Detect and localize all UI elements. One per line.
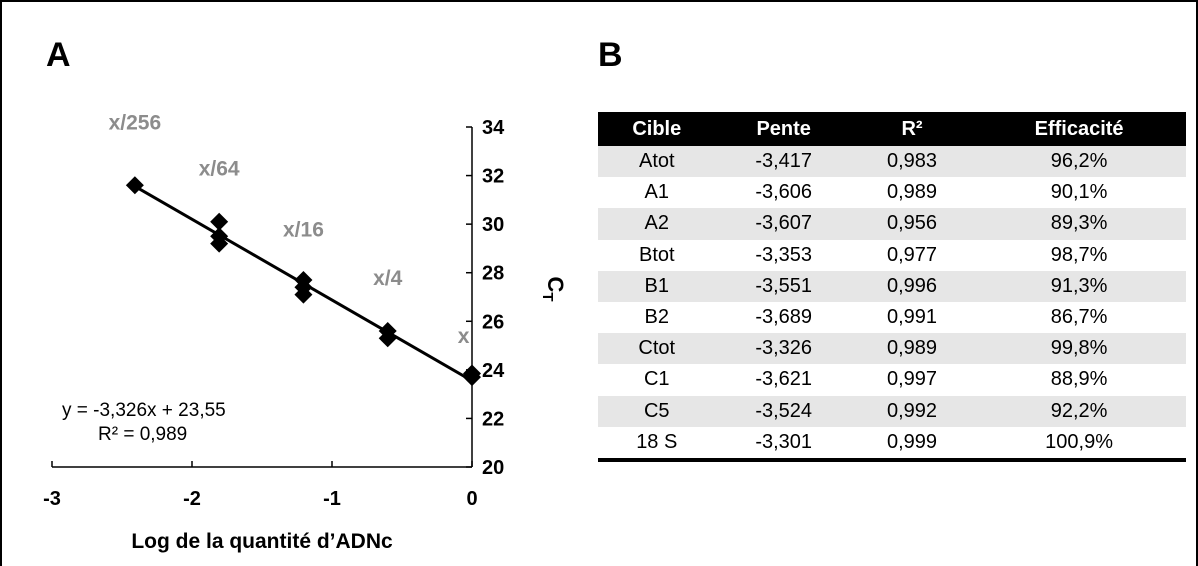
dilution-annotation: x/4 (373, 267, 403, 290)
y-tick-label: 34 (482, 117, 505, 139)
cell-pente: -3,689 (715, 301, 852, 334)
y-tick-label: 30 (482, 214, 504, 236)
table-row: B1 -3,551 0,996 91,3% (598, 270, 1186, 302)
cell-cible: A2 (598, 208, 716, 240)
cell-efficacite: 89,3% (972, 208, 1186, 240)
cell-efficacite: 96,2% (972, 146, 1186, 178)
trendline-equation: y = -3,326x + 23,55 (62, 400, 226, 421)
table-row: 18 S -3,301 0,999 100,9% (598, 426, 1186, 458)
cell-pente: -3,621 (715, 364, 852, 396)
cell-pente: -3,417 (715, 146, 852, 178)
table-bottom-rule (598, 457, 1186, 462)
x-tick-label: -3 (43, 488, 61, 510)
figure-frame-left (0, 0, 2, 566)
table-row: C5 -3,524 0,992 92,2% (598, 395, 1186, 427)
table-row: A1 -3,606 0,989 90,1% (598, 177, 1186, 209)
y-tick-label: 20 (482, 457, 504, 479)
y-tick-label: 24 (482, 360, 505, 382)
cell-cible: Ctot (598, 333, 716, 365)
cell-pente: -3,607 (715, 208, 852, 240)
cell-efficacite: 91,3% (972, 270, 1186, 302)
cell-r2: 0,991 (851, 301, 973, 334)
efficiency-table: Cible Pente R² Efficacité Atot -3,417 0,98… (598, 112, 1186, 458)
cell-efficacite: 86,7% (972, 301, 1186, 334)
panel-a-label: A (46, 36, 71, 74)
cell-cible: C5 (598, 395, 716, 427)
cell-r2: 0,977 (851, 239, 973, 271)
cell-r2: 0,956 (851, 208, 973, 240)
panel-b-label: B (598, 36, 623, 74)
cell-pente: -3,353 (715, 239, 852, 271)
cell-efficacite: 99,8% (972, 333, 1186, 365)
cell-efficacite: 88,9% (972, 364, 1186, 396)
dilution-annotation: x/64 (199, 158, 240, 181)
y-tick-label: 22 (482, 408, 504, 430)
table-row: Atot -3,417 0,983 96,2% (598, 146, 1186, 178)
standard-curve-chart: -3 -2 -1 020 22 24 26 28 30 32 34 CT Log de la quant… (43, 111, 568, 553)
cell-r2: 0,983 (851, 146, 973, 178)
y-axis-title: CT (539, 276, 568, 301)
x-tick-label: 0 (466, 488, 477, 510)
cell-r2: 0,989 (851, 177, 973, 209)
trendline-r2: R² = 0,989 (98, 424, 187, 445)
figure-frame-top (0, 0, 1198, 2)
table-row: C1 -3,621 0,997 88,9% (598, 364, 1186, 396)
x-axis-title: Log de la quantité d’ADNc (131, 530, 393, 553)
header-pente: Pente (715, 112, 852, 146)
cell-pente: -3,301 (715, 426, 852, 458)
data-point (294, 285, 313, 304)
cell-efficacite: 92,2% (972, 395, 1186, 427)
table-row: Btot -3,353 0,977 98,7% (598, 239, 1186, 271)
data-point (378, 329, 397, 348)
cell-pente: -3,326 (715, 333, 852, 365)
y-tick-label: 28 (482, 263, 504, 285)
cell-r2: 0,992 (851, 395, 973, 427)
data-point (125, 176, 144, 195)
table-row: B2 -3,689 0,991 86,7% (598, 301, 1186, 334)
cell-cible: Btot (598, 239, 716, 271)
y-axis-title-sub: T (539, 292, 556, 301)
cell-cible: Atot (598, 146, 716, 178)
cell-r2: 0,999 (851, 426, 973, 458)
cell-efficacite: 98,7% (972, 239, 1186, 271)
dilution-annotation: x (458, 325, 470, 348)
cell-cible: C1 (598, 364, 716, 396)
x-tick-label: -1 (323, 488, 341, 510)
table-row: Ctot -3,326 0,989 99,8% (598, 333, 1186, 365)
header-efficacite: Efficacité (972, 112, 1186, 146)
y-tick-label: 26 (482, 311, 504, 333)
efficiency-table-container: Cible Pente R² Efficacité Atot -3,417 0,98… (598, 112, 1186, 462)
cell-cible: B1 (598, 270, 716, 302)
table-header-row: Cible Pente R² Efficacité (598, 112, 1186, 146)
data-point (463, 368, 481, 387)
data-point (210, 212, 229, 231)
cell-cible: A1 (598, 177, 716, 209)
dilution-annotation: x/16 (283, 218, 324, 241)
cell-pente: -3,606 (715, 177, 852, 209)
y-tick-label: 32 (482, 166, 504, 188)
cell-cible: B2 (598, 301, 716, 334)
cell-r2: 0,989 (851, 333, 973, 365)
cell-pente: -3,551 (715, 270, 852, 302)
cell-efficacite: 90,1% (972, 177, 1186, 209)
y-axis-title-main: C (543, 276, 568, 292)
header-cible: Cible (598, 112, 716, 146)
figure-frame-right (1196, 0, 1198, 566)
cell-pente: -3,524 (715, 395, 852, 427)
cell-efficacite: 100,9% (972, 426, 1186, 458)
data-point (210, 234, 229, 253)
cell-cible: 18 S (598, 426, 716, 458)
x-tick-label: -2 (183, 488, 201, 510)
table-body: Atot -3,417 0,983 96,2% A1 -3,606 0,989 90,1% A2… (598, 146, 1186, 458)
dilution-annotation: x/256 (109, 111, 162, 134)
table-row: A2 -3,607 0,956 89,3% (598, 208, 1186, 240)
header-r2: R² (851, 112, 973, 146)
cell-r2: 0,997 (851, 364, 973, 396)
cell-r2: 0,996 (851, 270, 973, 302)
